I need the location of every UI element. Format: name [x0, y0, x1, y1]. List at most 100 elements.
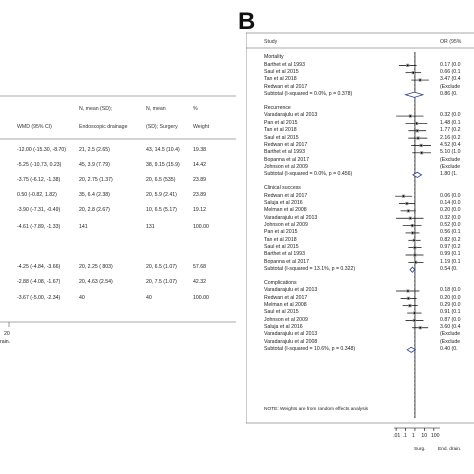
study-or-text: 4.52 (0.4 — [440, 141, 461, 148]
table-a-row-wt: 19.12 — [193, 207, 206, 213]
table-a-row-wmd: -5.25 (-10.73, 0.23) — [17, 162, 62, 168]
table-a-row-wt: 42.32 — [193, 279, 206, 285]
point-estimate — [414, 261, 417, 264]
header-sg-line2: (SD); Surgery — [146, 124, 178, 130]
point-estimate — [411, 224, 414, 227]
subtotal-diamond — [412, 171, 423, 178]
table-a-row-sg: 10, 6.5 (5.17) — [146, 207, 177, 213]
axis-tick-label: 20 — [4, 331, 10, 337]
table-a-row-sg: 20, 7.5 (1.07) — [146, 279, 177, 285]
x-tick-label: 100 — [430, 433, 440, 439]
study-label: Saul et al 2015 — [264, 309, 299, 316]
weights-note: NOTE: Weights are from random effects an… — [264, 407, 369, 412]
table-a-subtotal-1-wmd: -4.61 (-7.89, -1.33) — [17, 224, 61, 230]
point-estimate — [407, 290, 409, 292]
table-a-subtotal-2-sg: 40 — [146, 295, 152, 301]
table-a-subtotal-1-wt: 100.00 — [193, 224, 209, 230]
table-a-row-wmd: -4.25 (-4.84, -3.66) — [17, 264, 61, 270]
group-heading: Complications — [264, 280, 297, 287]
study-label: Johnson et al 2009 — [264, 221, 308, 228]
table-a-row-sg: 43, 14.5 (10.4) — [146, 147, 180, 153]
table-a-row-sg: 20, 5.9 (2.41) — [146, 192, 177, 198]
group-heading: Mortality — [264, 54, 284, 61]
point-estimate — [414, 254, 416, 256]
table-a-row-wt: 57.68 — [193, 264, 206, 270]
study-label: Saul et al 2015 — [264, 244, 299, 251]
table-a-row-wt: 19.38 — [193, 147, 206, 153]
study-or-text: 3.60 (0.4 — [440, 324, 461, 331]
x-tick-label: .1 — [402, 433, 407, 439]
study-or-text: 0.06 (0.0 — [440, 192, 461, 199]
study-or-text: 0.32 (0.0 — [440, 112, 461, 119]
study-or-text: 0.32 (0.0 — [440, 214, 461, 221]
point-estimate — [409, 115, 412, 117]
point-estimate — [420, 151, 423, 154]
point-estimate — [415, 122, 418, 125]
study-label: Redwan et al 2017 — [264, 192, 308, 199]
study-or-text: 5.10 (1.0 — [440, 149, 461, 156]
study-label: Varadarajulu et al 2013 — [264, 331, 318, 338]
study-or-text: 0.91 (0.1 — [440, 309, 461, 316]
header-sg-line1: N, mean — [146, 106, 166, 112]
table-a-subtotal-2-wmd: -3.67 (-5.00, -2.34) — [17, 295, 61, 301]
subtotal-label: Subtotal (I-squared = 0.0%, p = 0.456) — [264, 171, 353, 178]
header-or: OR (95% — [440, 39, 462, 45]
study-label: Saul et al 2015 — [264, 134, 299, 141]
study-or-text: 0.52 (0.0 — [440, 221, 461, 228]
point-estimate — [407, 297, 410, 300]
point-estimate — [419, 79, 421, 81]
study-or-text: 0.20 (0.0 — [440, 207, 461, 214]
point-estimate — [409, 217, 412, 220]
study-or-text: 0.56 (0.1 — [440, 229, 461, 236]
study-or-text: 0.82 (0.2 — [440, 236, 461, 243]
point-estimate — [413, 312, 416, 314]
table-a-row-ed: 21, 2.5 (2.65) — [79, 147, 110, 153]
table-a-row-wmd: -3.75 (-6.12, -1.38) — [17, 177, 61, 183]
study-or-text: 1.77 (0.2 — [440, 127, 461, 134]
study-label: Varadarajulu et al 2013 — [264, 287, 318, 294]
point-estimate — [413, 239, 416, 242]
study-or-text: 0.66 (0.1 — [440, 69, 461, 76]
study-or-text: (Exclude — [440, 163, 461, 170]
panel-b: B Study OR (95% Mortality Barthet et al 1… — [238, 0, 474, 474]
header-weight-line2: Weight — [193, 124, 210, 130]
table-a-row-sg: 20, 6.5 (535) — [146, 177, 176, 183]
study-label: Tan et al 2018 — [264, 127, 297, 134]
table-a-subtotal-1-sg: 131 — [146, 224, 155, 230]
point-estimate — [411, 232, 414, 234]
panel-label-b: B — [238, 8, 256, 35]
table-a-row-wmd: -12.00 (-15.30, -8.70) — [17, 147, 67, 153]
panel-a-lines — [0, 95, 236, 327]
table-a-row-sg: 38, 9.15 (15.9) — [146, 162, 180, 168]
subtotal-label: Subtotal (I-squared = 10.6%, p = 0.348) — [264, 346, 356, 353]
table-a-subtotal-1-ed: 141 — [79, 224, 88, 230]
study-label: Barthet et al 1993 — [264, 251, 305, 258]
point-estimate — [416, 129, 419, 132]
study-label: Melman et al 2008 — [264, 302, 307, 309]
study-or-text: 2.16 (0.2 — [440, 134, 461, 141]
point-estimate — [420, 144, 423, 147]
point-estimate — [417, 137, 420, 140]
point-estimate — [413, 246, 416, 249]
point-estimate — [406, 202, 408, 205]
study-label: Saluja et al 2016 — [264, 199, 303, 206]
study-or-text: (Exclude — [440, 156, 461, 163]
x-label-surgery: Surg. — [414, 447, 426, 452]
table-a-row-wt: 23.89 — [193, 192, 206, 198]
study-or-text: 1.48 (0.1 — [440, 119, 461, 126]
x-label-endoscopic: End. drain. — [438, 447, 462, 452]
axis-caption: rain. — [0, 339, 11, 345]
study-label: Barthet et al 1993 — [264, 149, 305, 156]
table-a-row-ed: 45, 3.9 (7.79) — [79, 162, 110, 168]
study-label: Tan et al 2018 — [264, 76, 297, 83]
point-estimate — [419, 326, 422, 329]
table-a-row-ed: 20, 2.75 (1.37) — [79, 177, 113, 183]
x-tick-label: 1 — [411, 433, 415, 439]
study-or-text: (Exclude — [440, 83, 461, 90]
subtotal-or-text: 0.54 (0. — [440, 266, 458, 273]
study-label: Johnson et al 2009 — [264, 316, 308, 323]
study-label: Varadarajulu et al 2013 — [264, 112, 318, 119]
study-or-text: (Exclude — [440, 331, 461, 338]
subtotal-or-text: 0.40 (0. — [440, 346, 458, 353]
study-label: Redwan et al 2017 — [264, 141, 308, 148]
